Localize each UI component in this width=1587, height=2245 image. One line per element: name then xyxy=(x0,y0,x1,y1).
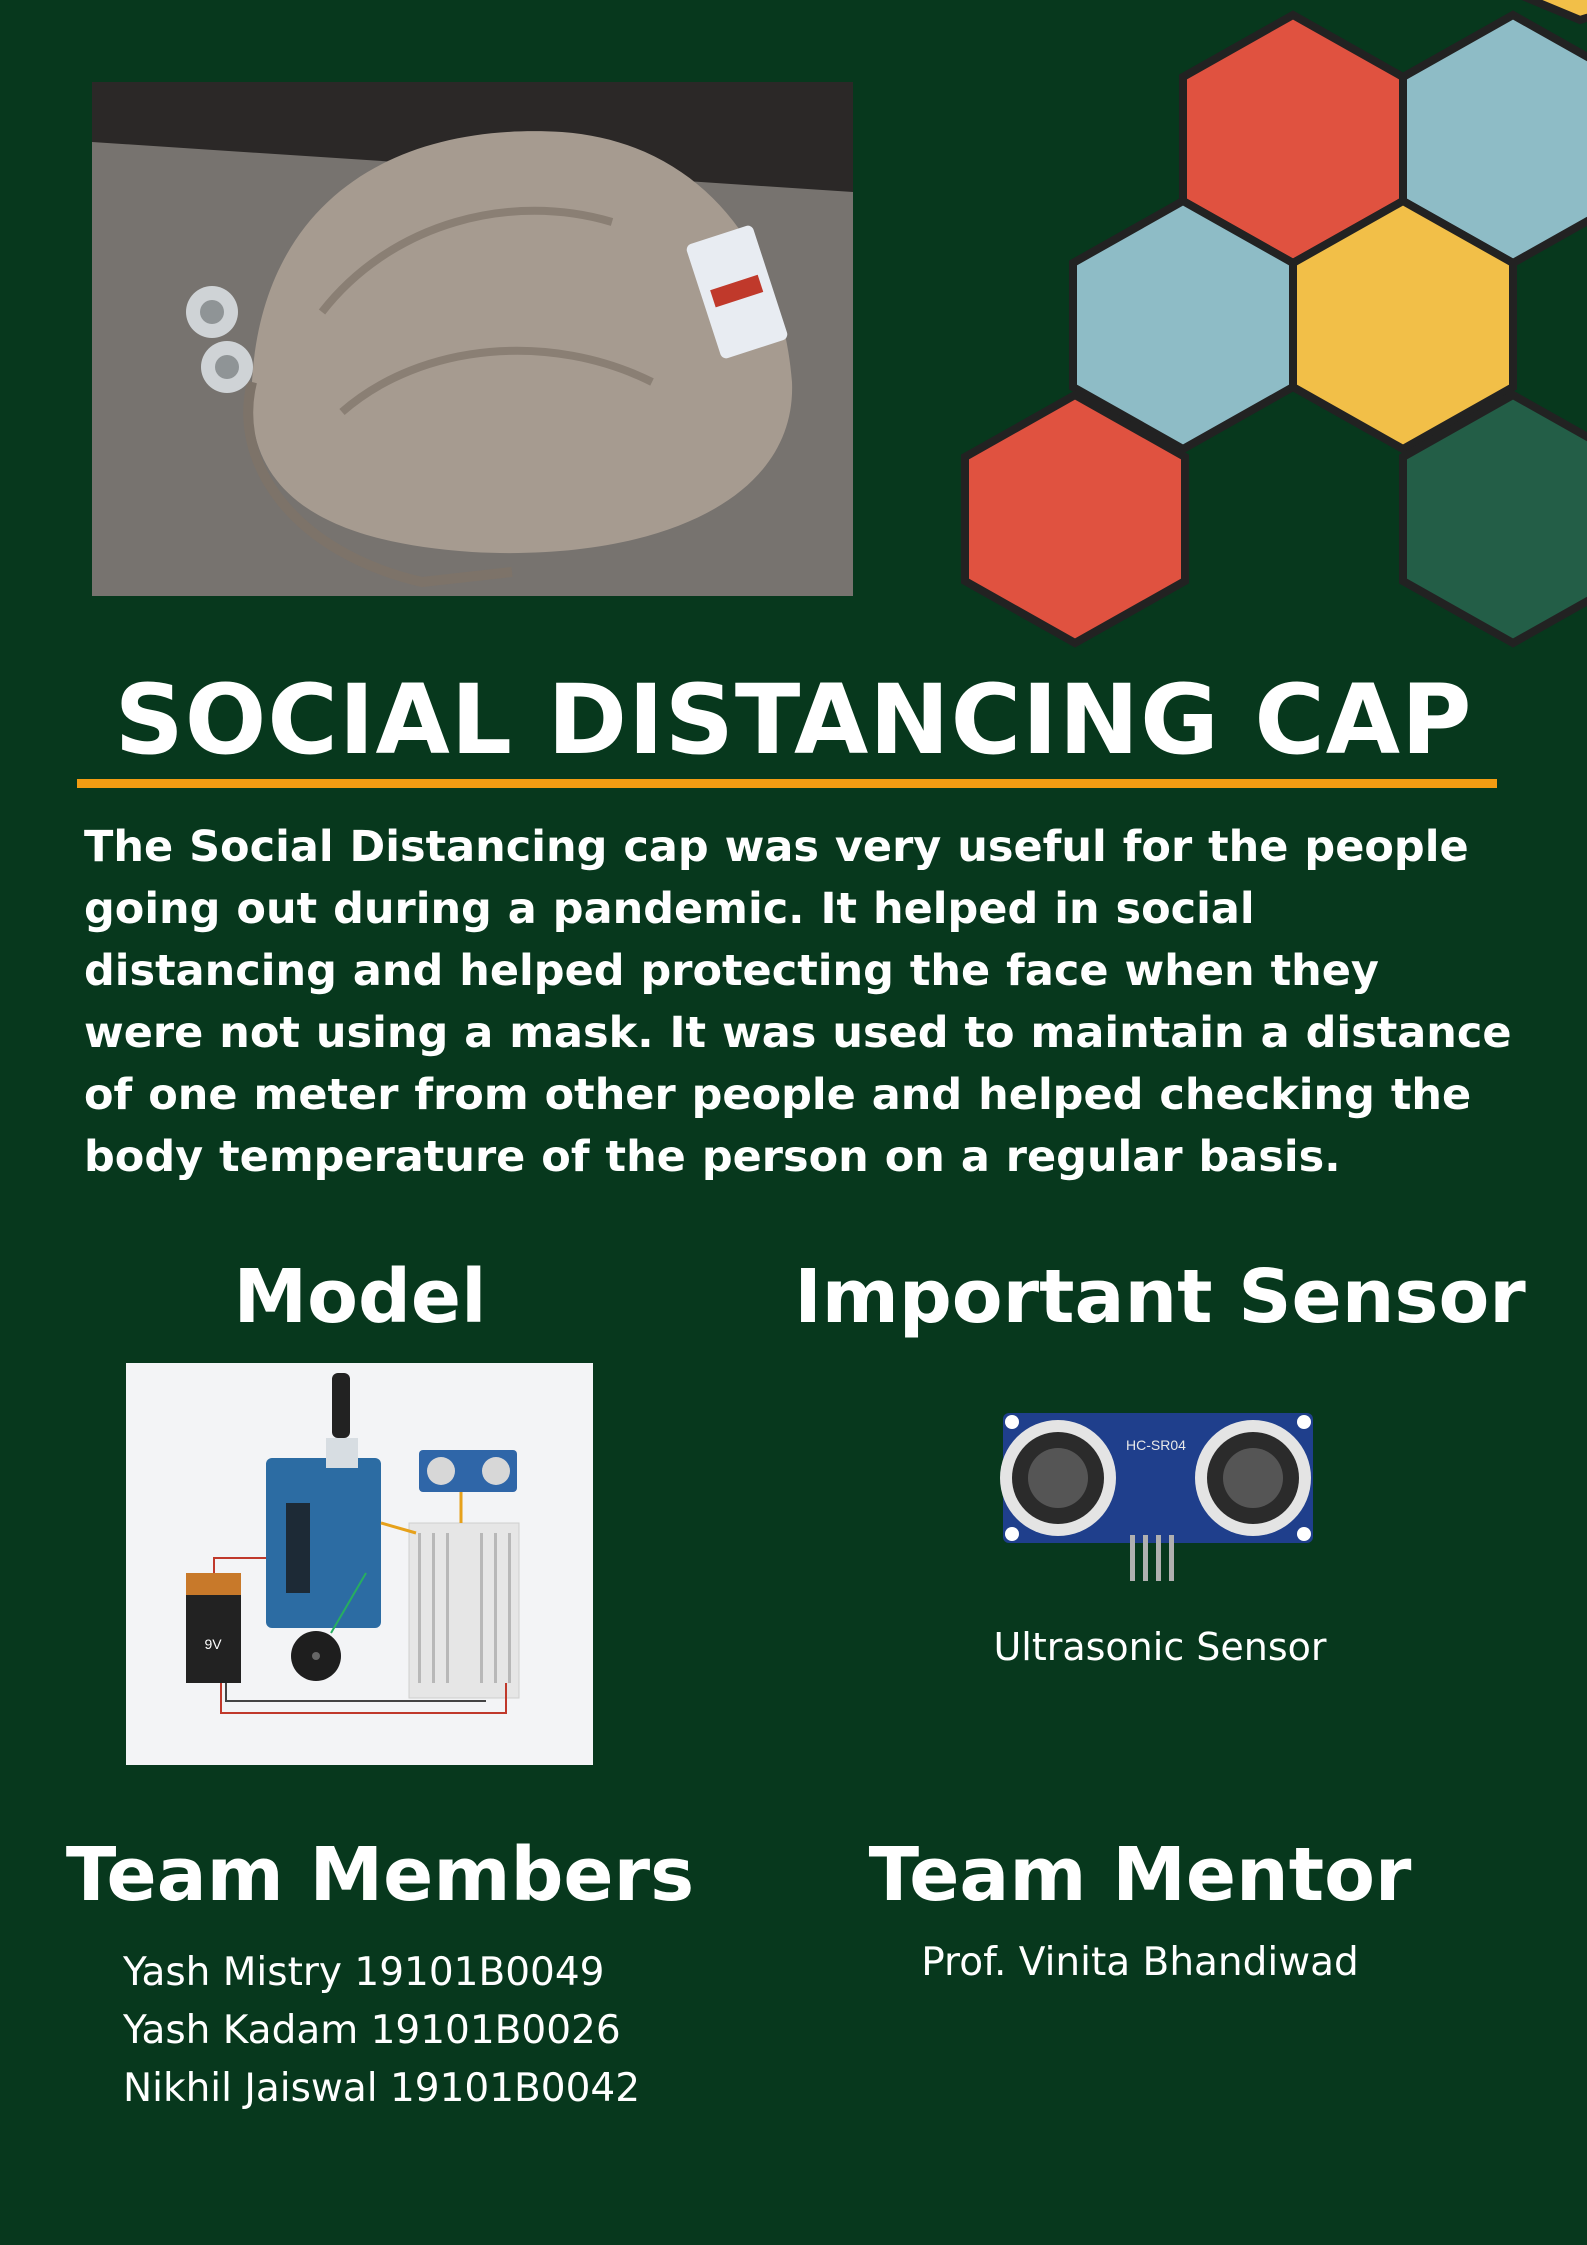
hex-yellow-middle xyxy=(1289,196,1517,454)
cap-photo xyxy=(92,82,853,596)
team-member: Nikhil Jaiswal 19101B0042 xyxy=(123,2066,641,2111)
model-circuit-diagram: 9V xyxy=(126,1363,593,1765)
hex-yellow-corner xyxy=(1521,0,1587,25)
team-members-heading: Team Members xyxy=(65,1832,695,1918)
mentor-name: Prof. Vinita Bhandiwad xyxy=(921,1940,1359,1985)
important-sensor-heading: Important Sensor xyxy=(794,1254,1526,1340)
hex-red-bottom xyxy=(961,390,1189,648)
sensor-caption: Ultrasonic Sensor xyxy=(993,1625,1327,1669)
poster-title: SOCIAL DISTANCING CAP xyxy=(114,664,1473,776)
description-paragraph: The Social Distancing cap was very usefu… xyxy=(84,822,1512,1182)
team-mentor-heading: Team Mentor xyxy=(868,1832,1412,1918)
title-underline xyxy=(77,779,1497,788)
hexagon-decoration xyxy=(940,0,1587,660)
battery-label: 9V xyxy=(204,1636,222,1652)
team-member: Yash Kadam 19101B0026 xyxy=(123,2008,621,2053)
ultrasonic-sensor-image: HC-SR04 xyxy=(998,1405,1318,1585)
sensor-module-label: HC-SR04 xyxy=(1126,1437,1186,1453)
team-member: Yash Mistry 19101B0049 xyxy=(123,1950,605,1995)
model-heading: Model xyxy=(233,1254,487,1340)
hex-teal-bottom xyxy=(1399,390,1587,648)
team-members-list: Yash Mistry 19101B0049 Yash Kadam 19101B… xyxy=(123,1944,723,2118)
